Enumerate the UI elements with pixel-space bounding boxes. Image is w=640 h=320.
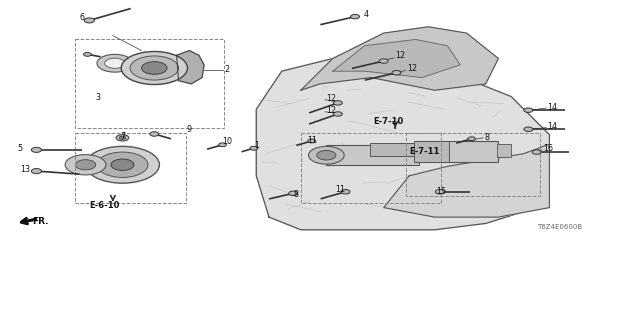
Bar: [406, 133, 540, 196]
Circle shape: [219, 143, 227, 147]
Circle shape: [308, 146, 344, 164]
Circle shape: [65, 155, 106, 175]
Bar: [75, 39, 225, 128]
Circle shape: [84, 18, 95, 23]
Text: 6: 6: [79, 13, 84, 22]
Circle shape: [116, 135, 129, 141]
Text: 5: 5: [17, 144, 22, 153]
Bar: [415, 141, 499, 162]
Polygon shape: [384, 144, 549, 217]
Circle shape: [333, 112, 342, 116]
Text: 12: 12: [395, 52, 405, 60]
Text: E-6-10: E-6-10: [90, 201, 120, 210]
Circle shape: [141, 62, 167, 74]
Text: E-7-11: E-7-11: [409, 147, 440, 156]
Polygon shape: [301, 27, 499, 90]
Bar: [301, 133, 441, 203]
Text: 16: 16: [543, 144, 553, 153]
Circle shape: [111, 159, 134, 171]
Circle shape: [150, 132, 159, 136]
Text: 1: 1: [253, 141, 259, 150]
Text: T6Z4E0600B: T6Z4E0600B: [537, 224, 582, 230]
Text: 8: 8: [484, 133, 490, 142]
Text: 11: 11: [307, 135, 317, 145]
Circle shape: [121, 52, 188, 84]
Text: E-7-10: E-7-10: [374, 117, 404, 126]
Text: FR.: FR.: [32, 217, 49, 226]
Circle shape: [524, 108, 533, 112]
Text: 4: 4: [364, 10, 369, 19]
Text: 14: 14: [547, 122, 557, 131]
Text: 11: 11: [335, 185, 346, 194]
Circle shape: [97, 54, 132, 72]
Bar: [75, 133, 186, 203]
Circle shape: [333, 101, 342, 105]
Bar: [497, 144, 511, 157]
Circle shape: [468, 137, 476, 141]
Circle shape: [97, 152, 148, 178]
Circle shape: [317, 150, 336, 160]
Circle shape: [250, 146, 257, 150]
Circle shape: [84, 52, 92, 56]
Text: 3: 3: [96, 93, 100, 102]
Circle shape: [380, 59, 388, 63]
Circle shape: [524, 127, 533, 132]
Circle shape: [351, 14, 360, 19]
Circle shape: [341, 189, 350, 194]
Text: 14: 14: [547, 102, 557, 112]
Text: 9: 9: [186, 125, 191, 134]
Circle shape: [435, 189, 444, 194]
Circle shape: [289, 191, 298, 196]
Text: 8: 8: [293, 190, 298, 199]
Polygon shape: [256, 52, 549, 230]
Text: 7: 7: [120, 132, 125, 141]
Circle shape: [392, 70, 401, 75]
Circle shape: [31, 169, 42, 174]
Text: 12: 12: [406, 64, 417, 74]
Text: 10: 10: [222, 137, 232, 146]
Circle shape: [104, 58, 125, 68]
Text: 12: 12: [326, 94, 337, 103]
Text: 12: 12: [326, 106, 337, 115]
Circle shape: [119, 136, 125, 140]
Polygon shape: [333, 39, 460, 77]
Bar: [414, 141, 449, 162]
Bar: [326, 145, 419, 165]
Circle shape: [86, 146, 159, 183]
Text: 13: 13: [20, 165, 31, 174]
Circle shape: [308, 139, 316, 143]
Text: 2: 2: [225, 65, 230, 74]
Circle shape: [532, 150, 541, 154]
Bar: [370, 143, 424, 156]
Circle shape: [130, 56, 179, 80]
Circle shape: [76, 160, 96, 170]
Polygon shape: [177, 51, 204, 84]
Circle shape: [31, 147, 42, 152]
Text: 15: 15: [436, 187, 447, 196]
Bar: [83, 156, 131, 173]
